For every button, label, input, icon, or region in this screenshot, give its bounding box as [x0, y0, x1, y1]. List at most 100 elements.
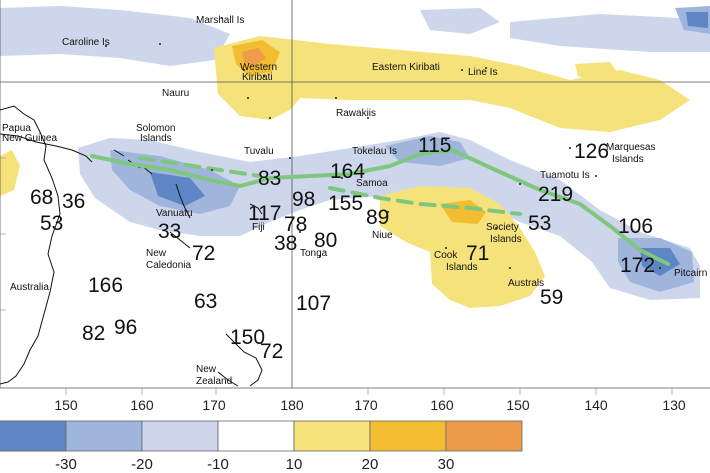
- spcz-dashed-line: [138, 156, 522, 216]
- longitude-label: 150: [54, 397, 78, 413]
- place-label: Islands: [612, 154, 644, 165]
- legend-tick: -30: [55, 456, 77, 473]
- color-legend: -30 -20 -10 10 20 30: [0, 420, 523, 473]
- station-value: 68: [30, 186, 53, 209]
- place-label: Islands: [490, 234, 522, 245]
- longitude-label: 180: [280, 397, 304, 413]
- place-label: Islands: [140, 133, 172, 144]
- place-label: Nauru: [162, 88, 189, 99]
- legend-tick: 20: [362, 456, 379, 473]
- legend-swatch-neutral: [217, 420, 295, 452]
- anomaly-region: [0, 150, 20, 196]
- station-value: 96: [114, 316, 137, 339]
- legend-swatch: [293, 420, 371, 452]
- new-zealand-coastline: [225, 333, 263, 387]
- longitude-label: 170: [354, 397, 378, 413]
- station-value: 107: [296, 292, 331, 315]
- legend-swatch: [445, 420, 523, 452]
- legend-swatch: [65, 420, 143, 452]
- place-label: Australs: [508, 278, 544, 289]
- place-label: Rawakiis: [336, 108, 376, 119]
- place-label: Society: [486, 222, 519, 233]
- legend-swatch: [0, 420, 67, 452]
- station-value: 219: [538, 183, 573, 206]
- place-label: Line Is: [468, 67, 497, 78]
- station-value: 164: [330, 160, 365, 183]
- station-value: 33: [158, 220, 181, 243]
- legend-tick: 10: [286, 456, 303, 473]
- place-label: Papua: [2, 123, 31, 134]
- longitude-axis: 150 160 170 180 170 160 150 140 130: [54, 397, 686, 413]
- station-value: 126: [574, 140, 609, 163]
- spcz-main-line: [90, 147, 670, 266]
- legend-swatch: [141, 420, 219, 452]
- station-value: 98: [292, 188, 315, 211]
- station-value: 53: [528, 212, 551, 235]
- station-value: 63: [194, 290, 217, 313]
- longitude-label: 130: [662, 397, 686, 413]
- anomaly-region: [380, 186, 545, 308]
- legend-tick: 30: [438, 456, 455, 473]
- station-value: 78: [284, 213, 307, 236]
- longitude-label: 160: [130, 397, 154, 413]
- station-value: 106: [618, 215, 653, 238]
- place-label: Kiribati: [242, 72, 273, 83]
- station-value: 82: [82, 322, 105, 345]
- place-label: Tuvalu: [244, 146, 274, 157]
- place-label: Fiji: [252, 222, 265, 233]
- station-value: 155: [328, 192, 363, 215]
- legend-swatch: [369, 420, 447, 452]
- place-label: New: [146, 248, 167, 259]
- new-zealand-south-coastline: [217, 371, 239, 387]
- longitude-label: 160: [430, 397, 454, 413]
- place-label: Caledonia: [146, 260, 191, 271]
- place-label: Pitcairn: [674, 268, 707, 279]
- longitude-label: 150: [506, 397, 530, 413]
- station-value: 89: [366, 206, 389, 229]
- anomaly-region: [242, 48, 266, 66]
- place-label: Islands: [446, 262, 478, 273]
- graticule: [0, 0, 710, 389]
- anomaly-region: [686, 12, 708, 28]
- grid-ticks: [0, 157, 673, 395]
- place-label: Tuamotu Is: [540, 170, 590, 181]
- anomaly-region: [575, 62, 620, 82]
- station-values: 115 126 164 83 219 98 155 89 53 117 78 1…: [30, 134, 655, 363]
- place-label: Solomon: [136, 123, 175, 134]
- place-label: Australia: [10, 282, 49, 293]
- station-value: 59: [540, 286, 563, 309]
- station-value: 115: [418, 134, 451, 157]
- station-value: 72: [192, 242, 215, 265]
- anomaly-region: [214, 36, 690, 132]
- place-label: New: [196, 364, 217, 375]
- place-label: Vanuatu: [156, 208, 193, 219]
- new-guinea-coastline: [0, 133, 93, 163]
- place-label: Marquesas: [606, 142, 655, 153]
- station-value: 38: [274, 232, 297, 255]
- place-label: Tonga: [300, 248, 328, 259]
- station-value: 72: [260, 340, 283, 363]
- place-label: Zealand: [196, 376, 232, 387]
- place-label: Marshall Is: [196, 15, 244, 26]
- station-value: 71: [466, 242, 489, 265]
- place-label: New Guinea: [2, 133, 57, 144]
- anomaly-region: [420, 8, 500, 34]
- place-label: Western: [240, 62, 277, 73]
- anomaly-region: [0, 6, 230, 66]
- station-value: 166: [88, 274, 123, 297]
- station-value: 36: [62, 190, 85, 213]
- fiji-islands: [249, 203, 263, 215]
- vanuatu-islands: [175, 183, 191, 219]
- legend-tick: -20: [131, 456, 153, 473]
- station-value: 83: [258, 167, 281, 190]
- place-label: Samoa: [356, 178, 388, 189]
- anomaly-region: [510, 14, 710, 52]
- longitude-label: 140: [584, 397, 608, 413]
- island-dots: [105, 17, 661, 307]
- spcz-axis: [90, 147, 670, 266]
- station-value: 117: [248, 202, 281, 225]
- place-label: Caroline Is: [62, 37, 110, 48]
- station-value: 172: [620, 254, 655, 277]
